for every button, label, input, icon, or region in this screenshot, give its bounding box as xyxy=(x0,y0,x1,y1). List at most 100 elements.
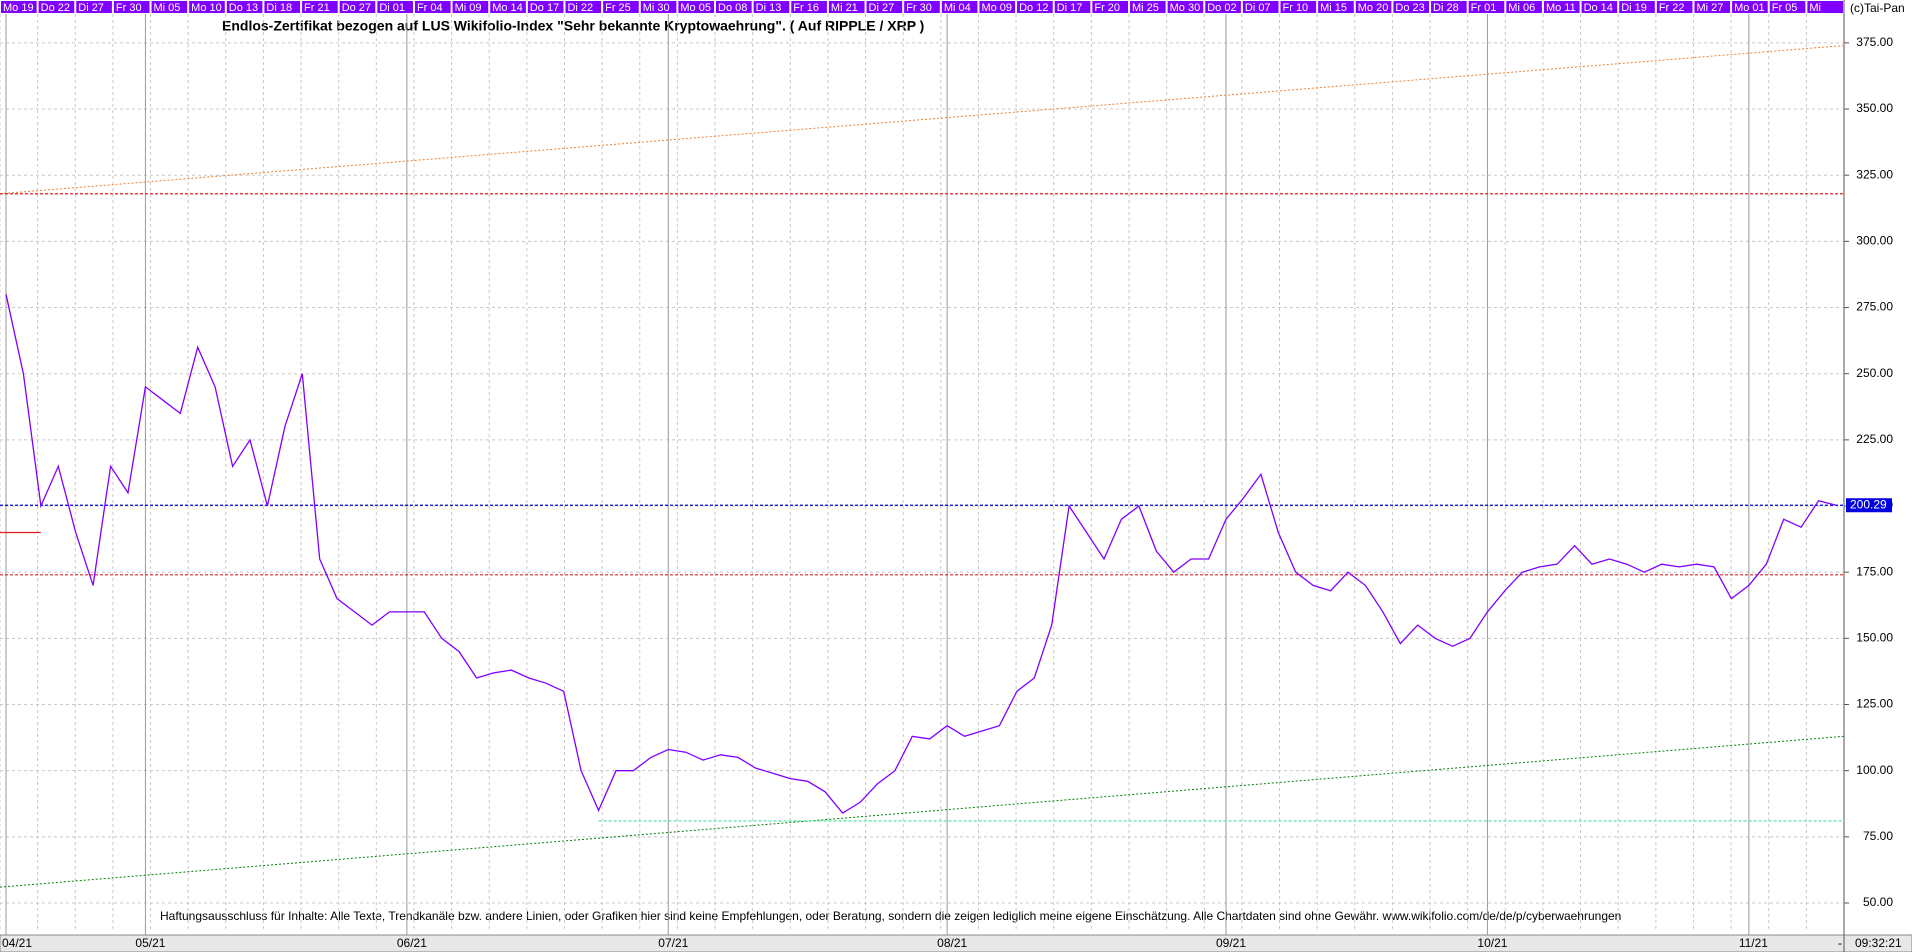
day-label: Di 13 xyxy=(756,2,782,14)
day-cell xyxy=(1581,1,1618,13)
day-label: Mi 25 xyxy=(1132,2,1159,14)
y-tick-label: 225.00 xyxy=(1856,432,1893,446)
day-label: Mi 21 xyxy=(831,2,858,14)
day-label: Do 22 xyxy=(41,2,70,14)
x-tick-label: 09/21 xyxy=(1216,936,1246,950)
day-label: Mo 09 xyxy=(981,2,1012,14)
day-label: Fr 16 xyxy=(793,2,819,14)
day-cell xyxy=(565,1,602,13)
x-tick-label: 04/21 xyxy=(2,936,32,950)
day-cell xyxy=(1468,1,1505,13)
y-tick-label: 300.00 xyxy=(1856,234,1893,248)
day-cell xyxy=(1506,1,1542,13)
day-label: Mi xyxy=(1809,2,1821,14)
day-cell xyxy=(151,1,188,13)
last-value-label: 200.29 xyxy=(1850,497,1887,511)
day-cell xyxy=(302,1,338,13)
day-label: Mi 15 xyxy=(1320,2,1347,14)
day-label: Di 28 xyxy=(1433,2,1459,14)
day-cell xyxy=(941,1,978,13)
x-tick-label: 11/21 xyxy=(1739,936,1768,950)
day-label: Fr 05 xyxy=(1772,2,1798,14)
day-cell xyxy=(1431,1,1467,13)
day-label: Mo 01 xyxy=(1734,2,1765,14)
chart-title: Endlos-Zertifikat bezogen auf LUS Wikifo… xyxy=(222,18,924,34)
day-cell xyxy=(1242,1,1279,13)
day-cell xyxy=(1769,1,1806,13)
day-cell xyxy=(226,1,263,13)
day-label: Fr 25 xyxy=(605,2,631,14)
day-cell xyxy=(527,1,564,13)
day-cell xyxy=(716,1,752,13)
copyright: (c)Tai-Pan xyxy=(1850,1,1905,15)
day-cell xyxy=(264,1,301,13)
y-tick-label: 375.00 xyxy=(1856,35,1893,49)
day-label: Di 22 xyxy=(567,2,593,14)
day-label: Do 08 xyxy=(718,2,747,14)
y-tick-label: 125.00 xyxy=(1856,697,1893,711)
day-cell xyxy=(1092,1,1128,13)
disclaimer: Haftungsausschluss für Inhalte: Alle Tex… xyxy=(160,909,1621,923)
day-label: Do 12 xyxy=(1019,2,1048,14)
day-label: Do 14 xyxy=(1584,2,1613,14)
day-cell xyxy=(640,1,677,13)
day-cell xyxy=(979,1,1016,13)
day-cell xyxy=(791,1,827,13)
price-line xyxy=(5,294,1837,814)
day-label: Fr 22 xyxy=(1659,2,1685,14)
x-axis-strip xyxy=(0,934,1912,952)
day-cell xyxy=(339,1,376,13)
day-label: Fr 30 xyxy=(906,2,932,14)
day-cell xyxy=(753,1,790,13)
y-tick-label: 75.00 xyxy=(1863,829,1893,843)
x-tick-label: 10/21 xyxy=(1477,936,1507,950)
day-cell xyxy=(113,1,150,13)
day-cell xyxy=(1694,1,1731,13)
day-label: Do 27 xyxy=(342,2,371,14)
day-label: Mo 11 xyxy=(1546,2,1576,14)
x-tick-label: 06/21 xyxy=(397,936,427,950)
day-label: Di 17 xyxy=(1057,2,1083,14)
day-label: Di 01 xyxy=(379,2,405,14)
day-label: Di 07 xyxy=(1245,2,1271,14)
day-label: Mo 10 xyxy=(191,2,222,14)
day-label: Mi 27 xyxy=(1696,2,1723,14)
x-tick-label: 05/21 xyxy=(135,936,165,950)
day-label: Mi 09 xyxy=(455,2,482,14)
x-tick-label: 07/21 xyxy=(658,936,688,950)
day-cell xyxy=(1129,1,1166,13)
day-label: Do 23 xyxy=(1395,2,1424,14)
day-label: Fr 30 xyxy=(116,2,142,14)
time-label: 09:32:21 xyxy=(1855,936,1902,950)
day-cell xyxy=(1205,1,1241,13)
day-cell xyxy=(1,1,37,13)
day-cell xyxy=(1355,1,1392,13)
day-label: Do 17 xyxy=(530,2,559,14)
day-label: Fr 01 xyxy=(1471,2,1497,14)
day-cell xyxy=(490,1,526,13)
day-label: Mo 19 xyxy=(3,2,34,14)
day-cell xyxy=(603,1,639,13)
day-cell xyxy=(1017,1,1053,13)
time-marker: - xyxy=(1838,936,1842,950)
y-tick-label: 325.00 xyxy=(1856,167,1893,181)
day-label: Fr 10 xyxy=(1283,2,1309,14)
day-label: Di 27 xyxy=(78,2,104,14)
day-cell xyxy=(1543,1,1580,13)
y-tick-label: 350.00 xyxy=(1856,101,1893,115)
day-label: Di 27 xyxy=(869,2,895,14)
day-cell xyxy=(828,1,865,13)
day-cell xyxy=(38,1,75,13)
y-tick-label: 250.00 xyxy=(1856,366,1893,380)
y-tick-label: 275.00 xyxy=(1856,300,1893,314)
day-label: Fr 20 xyxy=(1094,2,1120,14)
day-cell xyxy=(678,1,715,13)
day-label: Mi 06 xyxy=(1508,2,1535,14)
day-cell xyxy=(452,1,489,13)
day-cell xyxy=(76,1,112,13)
day-label: Di 18 xyxy=(266,2,292,14)
day-label: Mo 05 xyxy=(680,2,711,14)
